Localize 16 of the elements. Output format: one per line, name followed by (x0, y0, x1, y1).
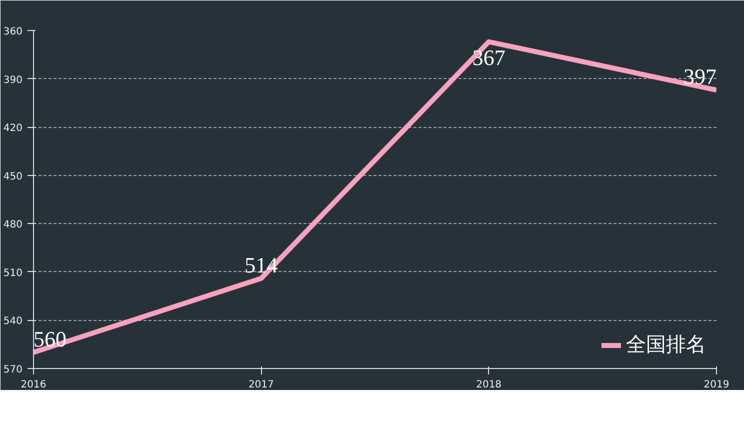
x-tick-label: 2019 (704, 380, 730, 390)
y-tick-label: 510 (3, 268, 23, 279)
y-tick-label: 420 (3, 123, 23, 134)
y-tick-label: 480 (3, 220, 23, 231)
y-tick-label: 570 (3, 364, 23, 376)
y-tick-label: 360 (3, 26, 23, 38)
x-tick-label: 2017 (248, 380, 274, 390)
x-tick-label: 2018 (476, 380, 502, 390)
legend-label: 全国排名 (626, 331, 706, 358)
data-label: 560 (34, 326, 66, 352)
y-tick-label: 390 (3, 74, 23, 86)
data-label: 367 (472, 44, 506, 70)
x-tick-label: 2016 (20, 380, 46, 390)
y-tick-label: 540 (3, 316, 23, 328)
y-tick-label: 450 (3, 171, 23, 182)
data-label: 397 (684, 64, 716, 90)
